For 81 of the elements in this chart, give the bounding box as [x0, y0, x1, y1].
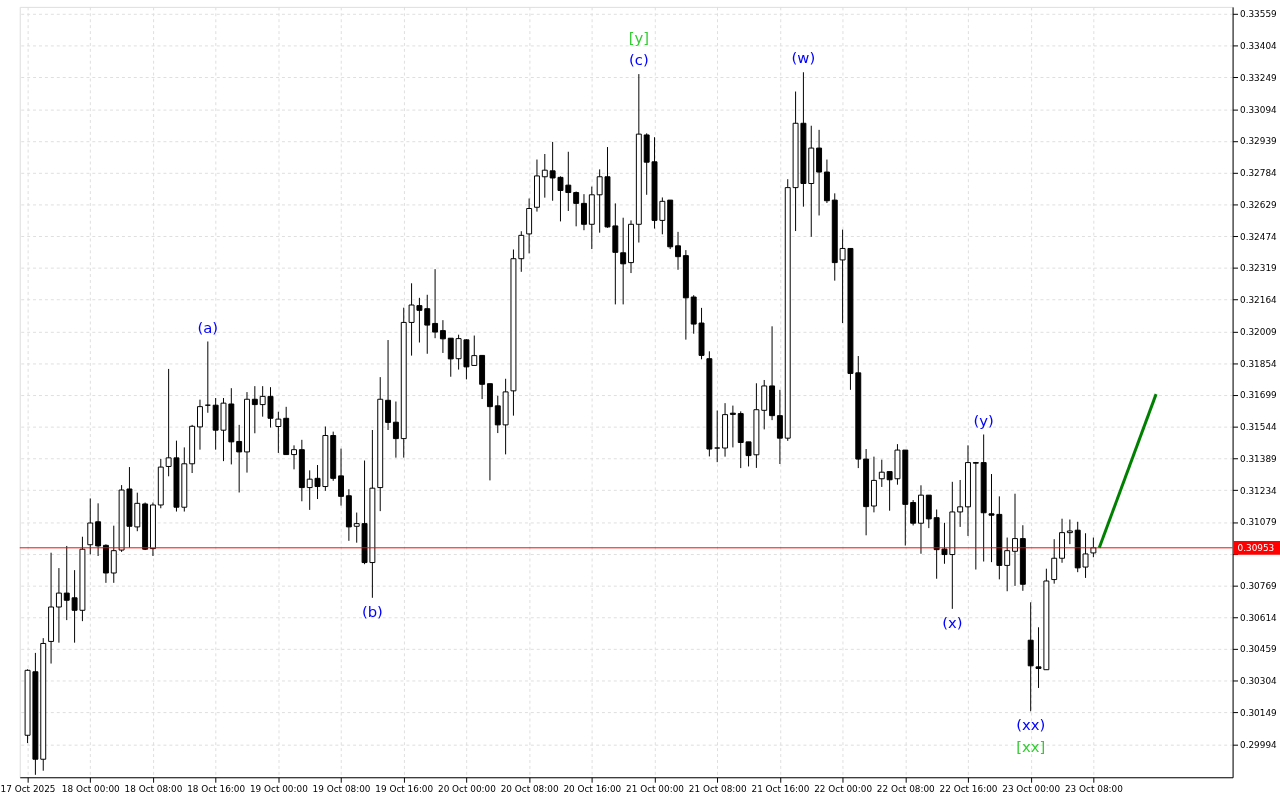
candlestick	[251, 385, 258, 434]
annotation: (a)	[197, 318, 219, 336]
candlestick	[878, 459, 885, 488]
candlestick	[776, 389, 783, 465]
annotation: (x)	[942, 613, 963, 631]
candlestick	[392, 401, 399, 459]
x-tick-label: 22 Oct 16:00	[939, 783, 998, 794]
x-tick-label: 23 Oct 08:00	[1064, 783, 1124, 794]
candlestick	[236, 424, 243, 493]
x-tick-label: 21 Oct 08:00	[688, 783, 747, 794]
x-tick-label: 21 Oct 16:00	[751, 783, 810, 794]
candlestick	[910, 499, 917, 526]
candlestick	[581, 193, 587, 231]
annotation: (b)	[361, 602, 383, 620]
candlestick	[338, 448, 345, 507]
annotation: (w)	[791, 49, 816, 67]
x-tick-label: 20 Oct 16:00	[563, 783, 622, 794]
y-tick-label: 0.33249	[1240, 72, 1278, 83]
candlestick	[675, 231, 681, 271]
x-tick-label: 18 Oct 16:00	[187, 783, 246, 794]
y-tick-label: 0.31544	[1240, 422, 1278, 433]
y-tick-label: 0.33559	[1240, 9, 1278, 20]
candlestick	[486, 383, 493, 481]
y-tick-label: 0.32629	[1240, 199, 1278, 210]
candlestick	[1066, 519, 1073, 545]
y-tick-label: 0.31079	[1240, 517, 1278, 528]
ref-line-label: 0.30953	[1237, 542, 1275, 553]
candlestick	[972, 461, 979, 571]
x-tick-label: 23 Oct 00:00	[1002, 783, 1061, 794]
candlestick	[957, 479, 964, 528]
candlestick	[925, 494, 932, 529]
y-tick-label: 0.32474	[1240, 231, 1278, 242]
y-tick-label: 0.30149	[1240, 707, 1278, 718]
candlestick	[1051, 538, 1058, 585]
x-tick-label: 21 Oct 00:00	[626, 783, 685, 794]
y-tick-label: 0.30304	[1240, 676, 1278, 687]
y-tick-label: 0.30614	[1240, 612, 1278, 623]
annotation: (xx)	[1016, 716, 1046, 734]
x-tick-label: 18 Oct 08:00	[124, 783, 183, 794]
x-tick-label: 18 Oct 00:00	[61, 783, 121, 794]
annotation: (y)	[973, 411, 994, 429]
y-tick-label: 0.31854	[1240, 358, 1278, 369]
x-tick-label: 19 Oct 16:00	[375, 783, 434, 794]
y-tick-label: 0.32939	[1240, 136, 1278, 147]
x-tick-label: 19 Oct 08:00	[312, 783, 371, 794]
x-tick-label: 22 Oct 08:00	[876, 783, 936, 794]
annotation: [xx]	[1016, 737, 1046, 755]
candlestick	[291, 444, 297, 470]
candlestick	[87, 497, 94, 555]
x-tick-label: 19 Oct 00:00	[249, 783, 309, 794]
candlestick	[714, 410, 721, 463]
candlestick	[541, 153, 548, 199]
y-tick-label: 0.31699	[1240, 390, 1278, 401]
y-tick-label: 0.32784	[1240, 168, 1278, 179]
y-tick-label: 0.32164	[1240, 295, 1278, 306]
candlestick	[55, 567, 62, 644]
y-tick-label: 0.33094	[1240, 104, 1278, 115]
candlestick	[1004, 537, 1011, 592]
candlestick	[439, 319, 446, 354]
candlestick	[432, 268, 439, 339]
candlestick	[1012, 493, 1018, 587]
candlestick	[816, 129, 823, 216]
candlestick	[729, 405, 736, 448]
candlestick	[620, 217, 627, 305]
x-tick-label: 20 Oct 08:00	[500, 783, 559, 794]
annotation: (c)	[629, 51, 649, 69]
y-tick-label: 0.32319	[1240, 263, 1278, 274]
candlestick	[197, 399, 203, 451]
annotation: [y]	[628, 29, 649, 47]
candlestick	[385, 339, 392, 431]
y-tick-label: 0.30459	[1240, 644, 1278, 655]
x-tick-label: 22 Oct 00:00	[814, 783, 873, 794]
y-tick-label: 0.33404	[1240, 41, 1278, 52]
y-tick-label: 0.30769	[1240, 580, 1278, 591]
y-tick-label: 0.32009	[1240, 326, 1278, 337]
y-tick-label: 0.31389	[1240, 453, 1278, 464]
candlestick	[573, 191, 580, 227]
x-tick-label: 17 Oct 2025	[0, 783, 56, 794]
x-tick-label: 20 Oct 00:00	[437, 783, 497, 794]
y-tick-label: 0.29994	[1240, 739, 1278, 750]
y-tick-label: 0.31234	[1240, 485, 1278, 496]
